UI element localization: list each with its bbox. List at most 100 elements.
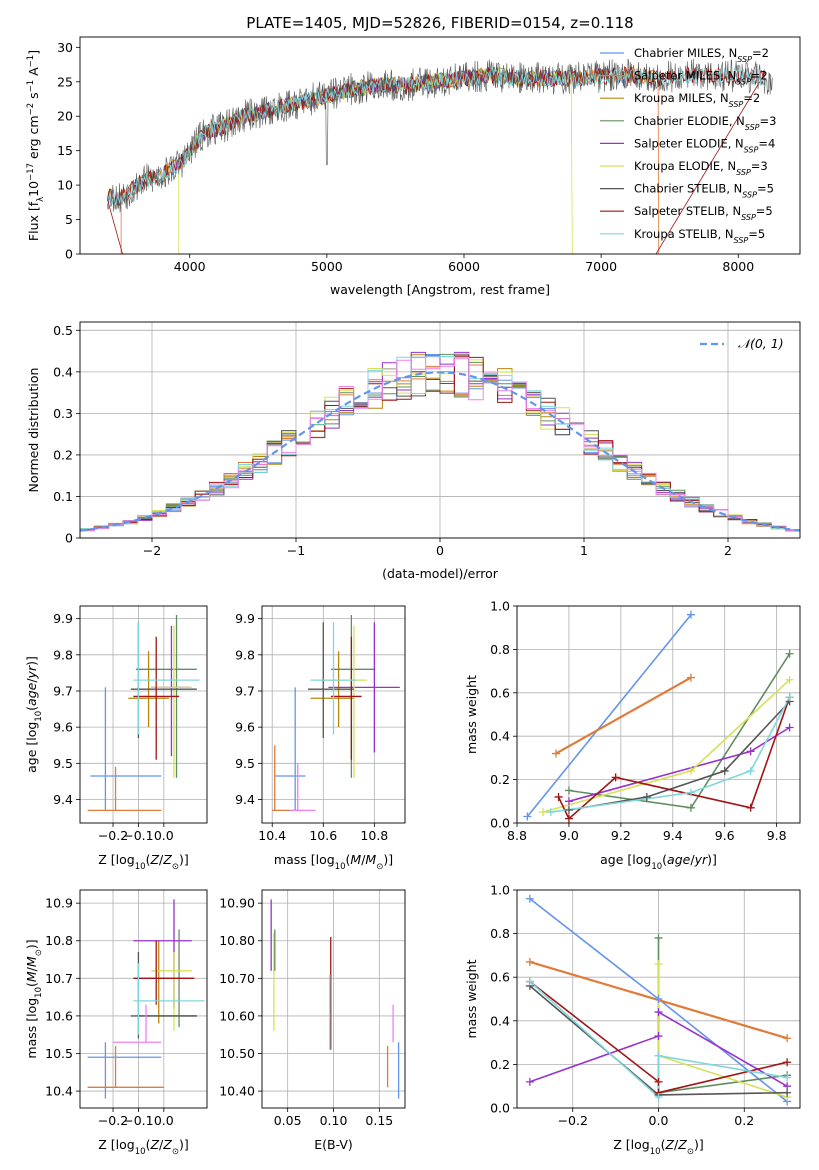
legend-entry: Kroupa ELODIE, NSSP=3 <box>634 159 768 177</box>
y-tick-label: 1.0 <box>490 883 510 898</box>
y-tick-label: 0.8 <box>490 642 510 657</box>
y-tick-label: 0.0 <box>490 816 510 831</box>
y-tick-label: 0.8 <box>490 926 510 941</box>
x-axis-label: E(B-V) <box>314 1137 353 1152</box>
legend-text: Chabrier STELIB, N <box>634 182 742 196</box>
y-tick-label: 20 <box>57 109 73 124</box>
y-tick-label: 9.8 <box>53 647 73 662</box>
y-tick-label: 10.4 <box>45 1084 73 1099</box>
x-axis-label: Z [log10(Z/Z⊙)] <box>98 852 188 872</box>
y-tick-label: 0.3 <box>53 406 73 421</box>
weight-point-marker <box>525 1077 534 1086</box>
histogram-series <box>80 358 800 533</box>
weight-point-marker <box>783 1034 792 1043</box>
x-tick-label: 0.0 <box>649 1113 669 1128</box>
legend-text: Salpeter MILES, N <box>634 69 736 83</box>
weight-point-marker <box>525 957 534 966</box>
weight-point-marker <box>783 1073 792 1082</box>
label-part: ⊙ <box>172 862 179 872</box>
label-part: 10 <box>650 1147 661 1157</box>
y-axis-label: mass weight <box>464 959 479 1038</box>
label-part: 10 <box>651 862 662 872</box>
y-axis-label: age [log10(age/yr)] <box>24 656 44 773</box>
x-tick-label: 9.6 <box>715 828 735 843</box>
x-tick-label: 1 <box>580 543 588 558</box>
weight-point-marker <box>785 675 794 684</box>
legend-count: =2 <box>751 69 768 83</box>
label-part: mass [log <box>24 998 39 1059</box>
legend-entry: Kroupa MILES, NSSP=2 <box>634 91 760 109</box>
weight-vs-metallicity-panel: −0.2 0.0 0.20.00.20.40.60.81.0Z [log10(Z/Z… <box>464 883 801 1157</box>
weight-point-marker <box>564 797 573 806</box>
axes-frame <box>79 36 801 255</box>
y-tick-label: 0.6 <box>490 685 510 700</box>
x-tick-label: 0.10 <box>320 1113 348 1128</box>
age-vs-mass-panel: 10.4 10.6 10.8 9.4 9.5 9.6 9.7 9.8 9.9 mass [log1… <box>235 605 406 872</box>
y-tick-label: 10.80 <box>219 933 255 948</box>
y-axis-label: Flux [fλ10−17 erg cm−2 s−1 A−1] <box>26 50 46 241</box>
spectrum-panel: 4000 5000 6000 7000 8000 0 5 10 15 20 25 30 waveleng… <box>26 36 801 297</box>
label-part: ( <box>346 852 351 867</box>
x-tick-label: 2 <box>724 543 732 558</box>
label-part: age [log <box>600 852 651 867</box>
y-tick-label: 10.50 <box>219 1046 255 1061</box>
label-part: ⊙ <box>34 949 44 956</box>
axes-frame <box>516 889 801 1109</box>
y-tick-label: 1.0 <box>490 599 510 614</box>
axes-frame <box>79 889 208 1109</box>
y-tick-label: 30 <box>57 40 73 55</box>
y-tick-label: 0.2 <box>53 447 73 462</box>
axes-frame <box>79 605 208 824</box>
y-tick-label: 9.9 <box>235 611 255 626</box>
y-tick-label: 10 <box>57 178 73 193</box>
label-part: Flux [f <box>26 201 41 241</box>
label-part: / <box>690 852 695 867</box>
spectrum-series-line <box>106 65 766 254</box>
label-part: age <box>667 852 691 867</box>
x-tick-label: −0.2 <box>98 828 128 843</box>
weight-point-marker <box>564 786 573 795</box>
legend-entry: Salpeter STELIB, NSSP=5 <box>634 204 773 222</box>
plot-area <box>106 58 773 254</box>
label-part: / <box>674 1137 679 1152</box>
y-tick-label: 0.6 <box>490 970 510 985</box>
x-tick-label: 10.8 <box>360 828 388 843</box>
weight-point-marker <box>564 814 573 823</box>
weight-point-marker <box>746 803 755 812</box>
y-tick-label: 10.90 <box>219 896 255 911</box>
spectrum-series-line <box>120 67 660 254</box>
weight-point-marker <box>783 1058 792 1067</box>
legend-count: =5 <box>757 182 774 196</box>
weight-series-line <box>550 696 791 813</box>
x-axis-label: mass [log10(M/M⊙)] <box>274 852 393 872</box>
x-tick-label: 7000 <box>585 259 617 274</box>
x-tick-label: 8000 <box>722 259 754 274</box>
label-part: / <box>159 1137 164 1152</box>
y-tick-label: 0 <box>65 247 73 262</box>
legend-text: Kroupa MILES, N <box>634 91 729 105</box>
legend-count: =3 <box>751 159 768 173</box>
label-part: M <box>350 852 361 867</box>
weight-point-marker <box>785 693 794 702</box>
legend-entry: Chabrier ELODIE, NSSP=3 <box>634 114 776 132</box>
weight-point-marker <box>525 977 534 986</box>
label-part: ( <box>146 852 151 867</box>
label-part: −2 <box>26 103 36 116</box>
legend-subscript: SSP <box>736 168 751 177</box>
label-part: 10 <box>135 862 146 872</box>
legend-subscript: SSP <box>742 190 757 199</box>
label-part: / <box>24 678 39 683</box>
x-tick-label: 0.0 <box>154 828 174 843</box>
label-part: Z <box>149 1137 159 1152</box>
label-part: A <box>26 67 41 80</box>
label-part: )] <box>24 939 39 949</box>
x-tick-label: −0.2 <box>98 1113 128 1128</box>
legend-text: Salpeter ELODIE, N <box>634 136 744 150</box>
axes-frame <box>261 889 406 1109</box>
plot-area <box>272 615 400 811</box>
label-part: 10 <box>34 987 44 998</box>
y-tick-label: 9.4 <box>235 792 255 807</box>
legend-entry: Chabrier MILES, NSSP=2 <box>634 46 769 64</box>
y-axis-label: mass [log10(M/M⊙)] <box>24 939 44 1058</box>
